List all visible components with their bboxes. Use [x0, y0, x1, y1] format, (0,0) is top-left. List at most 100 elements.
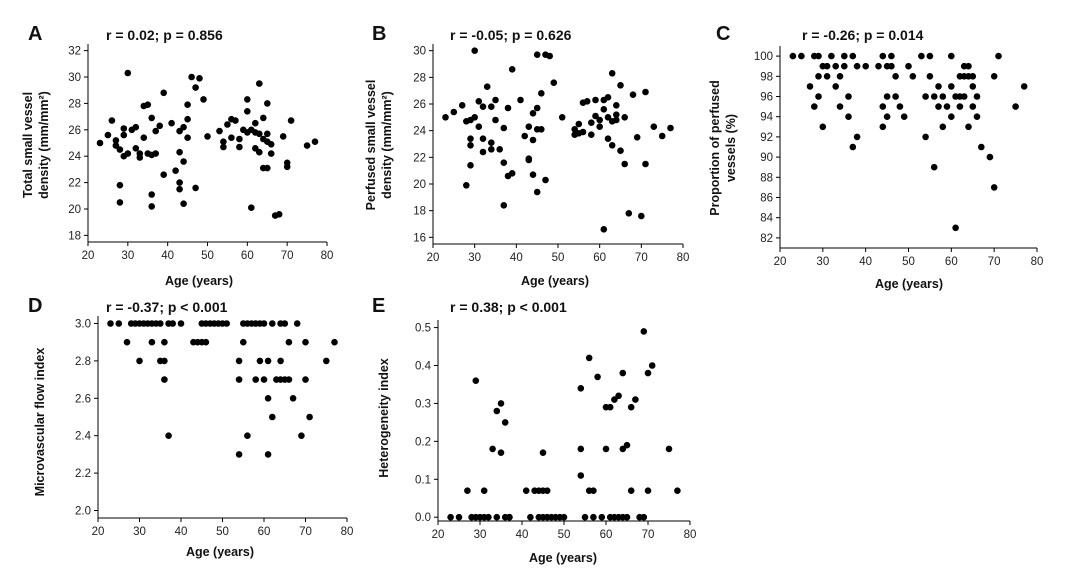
panel-b-data-point	[621, 160, 628, 168]
panel-d-data-point	[277, 357, 284, 365]
panel-c-data-point	[986, 153, 994, 161]
panel-b-x-tick-label: 40	[510, 252, 523, 264]
panel-b-data-point	[529, 110, 537, 117]
panel-c-data-point	[832, 83, 839, 90]
panel-d-x-tick-label: 70	[299, 526, 312, 538]
panel-b-data-point	[558, 114, 566, 121]
panel-b-data-point	[488, 146, 495, 153]
panel-b-data-point	[538, 126, 545, 133]
panel-b-data-point	[613, 116, 620, 124]
panel-b-data-point	[596, 123, 603, 130]
panel-c-data-point	[930, 163, 938, 171]
panel-c-data-point	[918, 52, 925, 60]
panel-c-data-point	[828, 52, 835, 60]
panel-d-data-point	[289, 395, 297, 402]
panel-b-data-point	[496, 146, 504, 153]
panel-a-data-point	[172, 167, 179, 174]
panel-a-x-tick-label: 50	[201, 250, 214, 262]
panel-c-y-tick-label: 88	[760, 172, 773, 184]
panel-e-y-tick-label: 0.0	[415, 512, 431, 524]
panel-c-data-point	[849, 52, 857, 60]
panel-b-x-tick-label: 70	[635, 252, 648, 264]
panel-c-data-point	[978, 143, 985, 151]
panel-a-x-tick-label: 40	[161, 250, 174, 262]
panel-a: A r = 0.02; p = 0.856 Age (years) Total …	[21, 23, 333, 288]
panel-b-data-point	[471, 114, 479, 121]
panel-d-data-point	[302, 338, 309, 346]
panel-c-data-point	[811, 103, 818, 110]
panel-b-data-point	[546, 52, 553, 60]
panel-b-data-point	[533, 188, 541, 196]
panel-a-stat-annotation: r = 0.02; p = 0.856	[106, 27, 223, 43]
panel-c-data-point	[990, 184, 998, 191]
panel-a-data-point	[148, 191, 155, 198]
panel-b-data-point	[471, 47, 479, 54]
panel-b-y-tick-label: 26	[413, 99, 426, 111]
panel-e-data-point	[590, 487, 597, 495]
panel-e-data-point	[665, 445, 673, 453]
panel-b-data-point	[650, 123, 658, 130]
panel-a-data-point	[168, 119, 175, 127]
panel-a-data-point	[112, 137, 120, 144]
panel-d-data-point	[165, 432, 172, 440]
panel-b-data-point	[633, 134, 641, 141]
panel-c-data-point	[841, 52, 848, 60]
panel-e-data-point	[623, 513, 631, 521]
panel-d-data-point	[264, 451, 272, 458]
panel-b-data-point	[525, 123, 533, 130]
panel-b-data-point	[592, 112, 599, 120]
panel-a-data-point	[220, 143, 227, 151]
panel-c-data-point	[879, 123, 887, 131]
panel-a-data-point	[148, 203, 155, 210]
panel-e-data-point	[627, 403, 635, 411]
panel-e-x-tick-label: 60	[600, 529, 613, 541]
panel-d-data-point	[107, 320, 114, 327]
panel-c-data-point	[879, 103, 887, 110]
panel-b-data-point	[500, 202, 508, 209]
panel-e-data-point	[493, 513, 501, 521]
panel-b-data-point	[458, 102, 466, 109]
panel-c-x-tick-label: 20	[774, 256, 787, 268]
panel-d-x-tick-label: 80	[341, 526, 354, 538]
panel-d-y-tick-label: 2.0	[75, 506, 91, 518]
panel-a-data-point	[132, 145, 140, 152]
panel-e-data-point	[640, 513, 648, 521]
panel-b-x-tick-label: 20	[427, 252, 440, 264]
panel-c-y-tick-label: 96	[760, 92, 773, 104]
panel-c-data-point	[849, 143, 857, 151]
panel-d-data-point	[331, 338, 338, 346]
panel-d-data-point	[244, 432, 251, 440]
panel-c-data-point	[815, 52, 822, 60]
panel-d-y-tick-label: 3.0	[75, 318, 91, 330]
panel-c-data-point	[939, 93, 947, 100]
panel-letter-a: A	[28, 23, 42, 45]
panel-c-data-point	[815, 93, 822, 100]
panel-a-data-point	[264, 164, 271, 172]
panel-a-y-tick-label: 28	[68, 98, 81, 110]
panel-d-data-point	[264, 357, 272, 365]
panel-b-data-point	[642, 88, 649, 96]
panel-c-data-point	[935, 103, 942, 110]
panel-e-data-point	[493, 407, 501, 415]
panel-b-data-point	[600, 226, 608, 233]
panel-d-data-point	[157, 320, 164, 327]
panel-c-data-point	[930, 93, 938, 100]
panel-e-x-tick-label: 20	[432, 529, 445, 541]
panel-a-data-point	[148, 114, 155, 122]
panel-a-y-tick-label: 22	[68, 178, 81, 190]
panel-e-data-point	[543, 487, 551, 495]
panel-a-data-point	[188, 73, 195, 81]
panel-a-data-point	[216, 127, 223, 135]
panel-d-data-point	[260, 376, 268, 383]
panel-a-data-point	[264, 130, 271, 138]
panel-d-data-point	[323, 357, 330, 365]
panel-a-data-point	[260, 114, 267, 122]
panel-e-data-point	[581, 513, 589, 521]
panel-b-y-tick-label: 30	[413, 46, 426, 58]
panel-d-x-tick-label: 30	[133, 526, 146, 538]
panel-c-data-point	[960, 93, 968, 100]
panel-b-data-point	[588, 131, 595, 138]
panel-e-data-point	[615, 392, 622, 400]
panel-d-data-point	[269, 320, 276, 327]
panel-d-data-point	[256, 357, 264, 365]
